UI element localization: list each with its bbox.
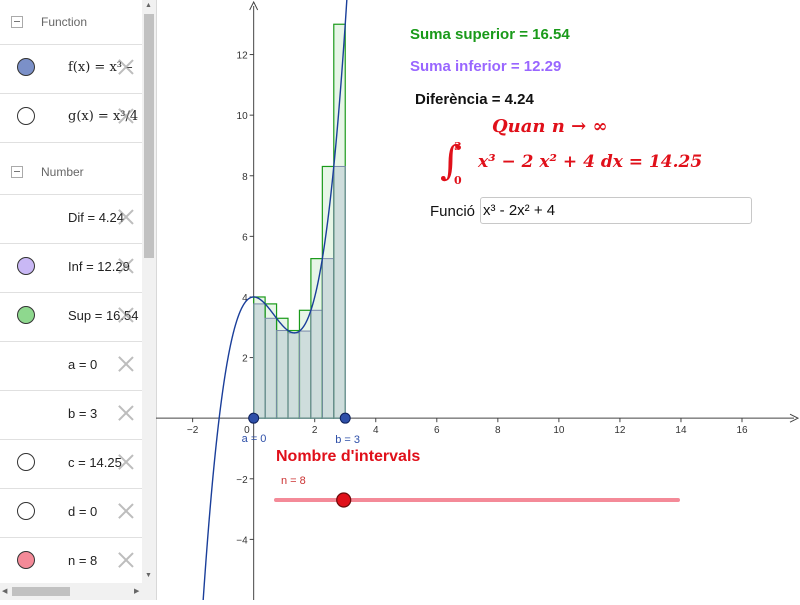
function-input[interactable]: [480, 197, 752, 224]
function-label: Funció: [430, 203, 476, 220]
integral-expression: x³ − 2 x² + 4 dx = 14.25: [478, 152, 703, 172]
av-row-dif[interactable]: Dif = 4.24: [0, 195, 142, 244]
av-row-f[interactable]: f(x) = x³ –: [0, 45, 142, 94]
av-row-a[interactable]: a = 0: [0, 342, 142, 391]
quan-text: Quan n → ∞: [492, 116, 608, 137]
scroll-right-icon[interactable]: ▶: [134, 588, 140, 595]
collapse-icon[interactable]: [11, 16, 23, 28]
visibility-toggle[interactable]: [17, 306, 35, 324]
row-definition: b = 3: [68, 406, 98, 421]
delete-icon[interactable]: [116, 501, 136, 521]
plot-canvas[interactable]: −2 2 4 6 8 10 12 14 16 0 −4 −2 2 4 6 8 10 12 a = 0 b = 3: [156, 0, 800, 605]
diferencia-text: Diferència = 4.24: [415, 91, 534, 108]
delete-icon[interactable]: [116, 550, 136, 570]
row-definition: n = 8: [68, 553, 98, 568]
x-tick-label: 6: [434, 425, 440, 436]
lower-sum-rect: [253, 303, 266, 419]
lower-sum-rect: [276, 330, 289, 419]
delete-icon[interactable]: [116, 106, 136, 126]
integral-upper-limit: 3: [454, 140, 462, 153]
y-tick-label: −2: [236, 475, 248, 486]
av-row-inf[interactable]: Inf = 12.29: [0, 244, 142, 293]
vertical-scrollbar[interactable]: ▲ ▼: [142, 0, 156, 583]
scrollbar-thumb[interactable]: [12, 587, 70, 596]
delete-icon[interactable]: [116, 207, 136, 227]
lower-sum-rect: [298, 330, 312, 419]
delete-icon[interactable]: [116, 452, 136, 472]
algebra-view: Function f(x) = x³ – g(x) = x³/4 – Numbe…: [0, 0, 157, 600]
x-tick-label: −2: [187, 425, 199, 436]
av-row-n[interactable]: n = 8: [0, 538, 142, 587]
scroll-down-icon[interactable]: ▼: [145, 572, 152, 579]
slider-knob[interactable]: [336, 492, 352, 508]
visibility-toggle[interactable]: [17, 257, 35, 275]
visibility-toggle[interactable]: [17, 107, 35, 125]
lower-sum-rect: [287, 332, 300, 419]
integral-lower-limit: 0: [454, 174, 462, 187]
x-tick-label: 14: [675, 425, 687, 436]
lower-sum-rect: [264, 317, 278, 419]
y-tick-label: 12: [237, 51, 249, 62]
row-definition: Dif = 4.24: [68, 210, 125, 225]
x-tick-label: 4: [373, 425, 379, 436]
group-header-function[interactable]: Function: [0, 0, 142, 45]
row-definition: d = 0: [68, 504, 98, 519]
x-tick-label: 2: [312, 425, 318, 436]
point-a: [248, 412, 260, 424]
av-row-d[interactable]: d = 0: [0, 489, 142, 538]
y-tick-label: 8: [242, 172, 248, 183]
scroll-left-icon[interactable]: ◀: [2, 588, 8, 595]
y-tick-label: 6: [242, 232, 248, 243]
y-tick-label: 10: [237, 111, 249, 122]
delete-icon[interactable]: [116, 256, 136, 276]
integral-symbol: ∫: [440, 138, 461, 184]
slider-label: n = 8: [281, 475, 306, 487]
group-label: Number: [41, 165, 84, 179]
origin-label: 0: [244, 425, 250, 436]
visibility-toggle[interactable]: [17, 58, 35, 76]
x-tick-label: 12: [614, 425, 626, 436]
scroll-up-icon[interactable]: ▲: [145, 2, 152, 9]
group-label: Function: [41, 15, 88, 29]
visibility-toggle[interactable]: [17, 502, 35, 520]
x-tick-label: 16: [736, 425, 748, 436]
collapse-icon[interactable]: [11, 166, 23, 178]
x-axis-arrow-icon: [789, 413, 800, 423]
visibility-toggle[interactable]: [17, 551, 35, 569]
lower-sum-rect: [321, 258, 335, 419]
delete-icon[interactable]: [116, 354, 136, 374]
graphics-view[interactable]: −2 2 4 6 8 10 12 14 16 0 −4 −2 2 4 6 8 10 12 a = 0 b = 3: [156, 0, 800, 605]
scrollbar-thumb[interactable]: [144, 14, 154, 258]
delete-icon[interactable]: [116, 305, 136, 325]
x-tick-label: 8: [495, 425, 501, 436]
suma-superior-text: Suma superior = 16.54: [410, 26, 570, 43]
function-curve: [202, 0, 348, 605]
row-definition: a = 0: [68, 357, 98, 372]
av-row-b[interactable]: b = 3: [0, 391, 142, 440]
row-definition: Inf = 12.29: [68, 259, 130, 274]
av-row-g[interactable]: g(x) = x³/4 –: [0, 94, 149, 143]
row-definition: g(x) = x³/4 –: [68, 109, 149, 124]
x-tick-label: 10: [553, 425, 565, 436]
y-tick-label: 2: [242, 354, 248, 365]
row-definition: c = 14.25: [68, 455, 122, 470]
point-b-label: b = 3: [335, 434, 360, 446]
av-row-c[interactable]: c = 14.25: [0, 440, 142, 489]
nombre-intervals-text: Nombre d'intervals: [276, 448, 421, 465]
group-header-number[interactable]: Number: [0, 150, 142, 195]
visibility-toggle[interactable]: [17, 453, 35, 471]
y-axis-arrow-icon: [249, 0, 259, 11]
y-tick-label: 4: [242, 293, 248, 304]
lower-sum-rect: [310, 309, 323, 419]
horizontal-scrollbar[interactable]: ◀ ▶: [0, 583, 156, 600]
delete-icon[interactable]: [116, 403, 136, 423]
y-tick-label: −4: [236, 535, 248, 546]
delete-icon[interactable]: [116, 57, 136, 77]
point-a-label: a = 0: [242, 433, 267, 445]
point-b: [339, 412, 351, 424]
av-row-sup[interactable]: Sup = 16.54: [0, 293, 142, 342]
lower-sum-rect: [333, 165, 346, 419]
suma-inferior-text: Suma inferior = 12.29: [410, 58, 562, 75]
